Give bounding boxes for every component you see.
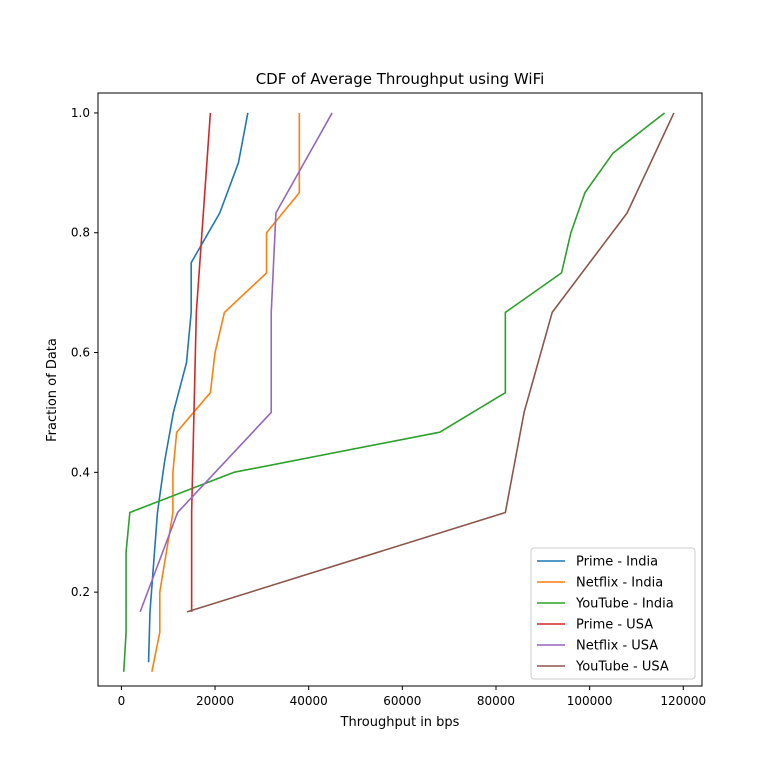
legend-entries: Prime - India Netflix - India YouTube - In… (537, 555, 674, 675)
legend: Prime - India Netflix - India YouTube - In… (530, 547, 696, 680)
y-tick-label: 0.4 (71, 465, 90, 479)
x-tick-label: 100000 (567, 694, 613, 708)
y-axis-ticks: 0.2 0.4 0.6 0.8 1.0 (71, 106, 98, 599)
x-tick-label: 120000 (660, 694, 706, 708)
x-tick-label: 40000 (290, 694, 328, 708)
legend-label: Prime - USA (576, 618, 653, 633)
chart-title: CDF of Average Throughput using WiFi (256, 70, 545, 88)
y-tick-label: 0.6 (71, 346, 90, 360)
x-tick-label: 80000 (477, 694, 515, 708)
x-tick-label: 60000 (383, 694, 421, 708)
legend-label: Netflix - USA (576, 639, 658, 654)
x-tick-label: 0 (118, 694, 126, 708)
series-layer (122, 112, 675, 672)
y-axis-label: Fraction of Data (45, 338, 60, 442)
legend-label: YouTube - India (575, 597, 674, 612)
series-line-5 (186, 112, 675, 613)
plot-frame (97, 92, 703, 687)
y-tick-label: 0.8 (71, 226, 90, 240)
legend-frame (530, 547, 696, 680)
legend-label: Prime - India (576, 555, 658, 570)
series-line-3 (190, 112, 212, 612)
y-tick-label: 0.2 (71, 585, 90, 599)
x-tick-label: 20000 (196, 694, 234, 708)
series-line-2 (122, 112, 666, 672)
legend-label: Netflix - India (576, 576, 663, 591)
series-line-4 (139, 112, 333, 613)
y-tick-label: 1.0 (71, 106, 90, 120)
x-axis-ticks: 0 20000 40000 60000 80000 100000 120000 (118, 686, 706, 708)
legend-label: YouTube - USA (575, 660, 669, 675)
series-line-1 (151, 112, 301, 672)
series-line-0 (147, 112, 249, 663)
x-axis-label: Throughput in bps (340, 715, 460, 730)
